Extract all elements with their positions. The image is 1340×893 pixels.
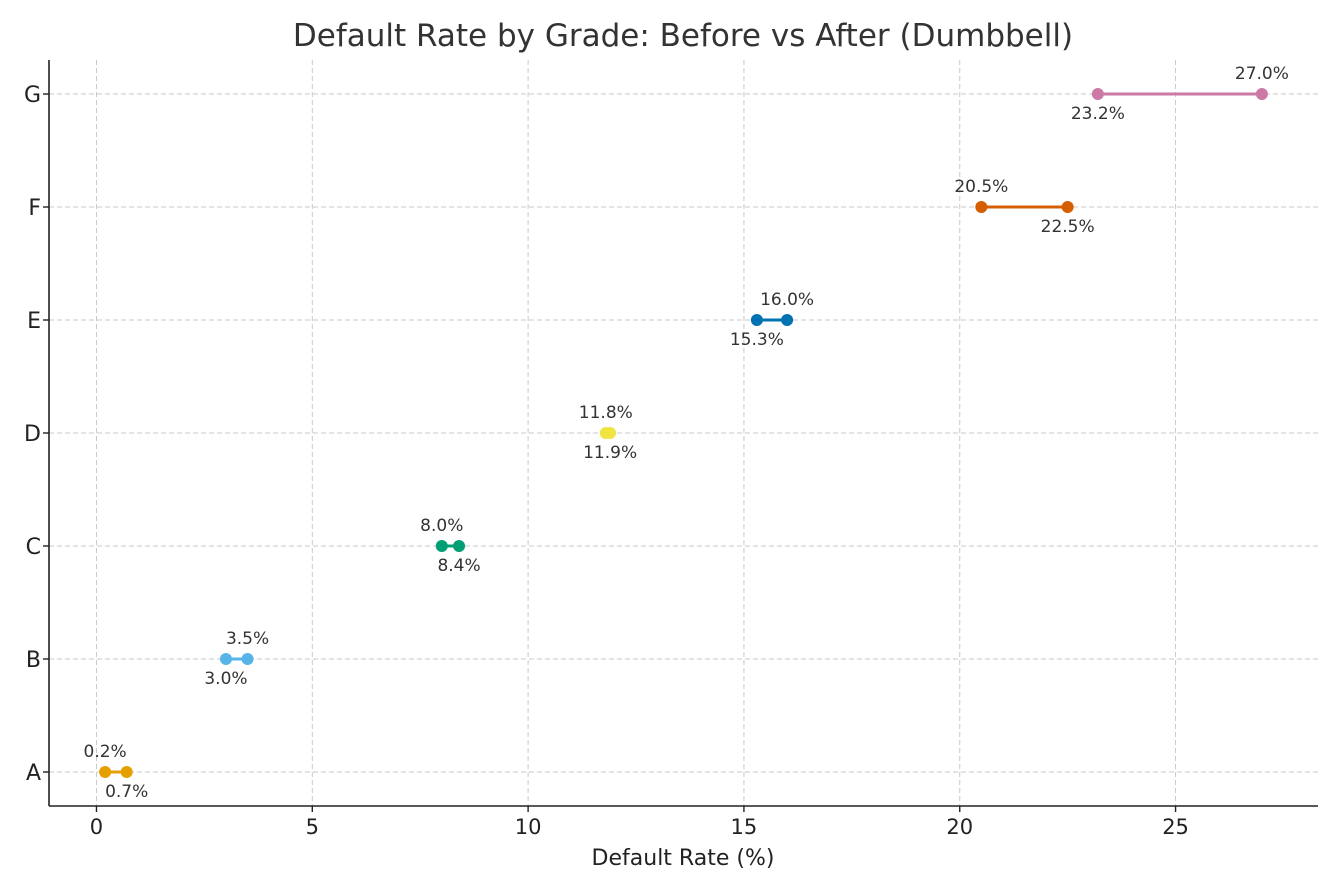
- after-point: [453, 540, 466, 552]
- x-tick-label: 25: [1162, 815, 1189, 839]
- before-point: [435, 540, 448, 552]
- after-point: [241, 653, 254, 665]
- y-tick-label: A: [26, 761, 41, 786]
- after-point: [120, 766, 133, 778]
- before-point: [750, 314, 763, 326]
- data-label-below: 0.7%: [105, 782, 148, 802]
- data-labels: 0.2% 0.7% 3.5% 3.0% 8.0% 8.4% 11.8% 11.9% 16.0% 1…: [84, 64, 1289, 802]
- data-label-below: 3.0%: [204, 669, 247, 689]
- data-label-above: 11.8%: [579, 403, 633, 423]
- before-point: [975, 201, 988, 213]
- y-tick-label: C: [26, 535, 41, 560]
- data-label-above: 8.0%: [420, 516, 463, 536]
- y-tick-label: G: [24, 83, 41, 108]
- after-point: [604, 427, 617, 439]
- data-label-above: 3.5%: [226, 629, 269, 649]
- data-label-above: 20.5%: [954, 177, 1008, 197]
- after-point: [1061, 201, 1074, 213]
- after-point: [1255, 88, 1268, 100]
- chart-title: Default Rate by Grade: Before vs After (…: [293, 18, 1073, 54]
- data-label-below: 11.9%: [583, 443, 637, 463]
- before-point: [219, 653, 232, 665]
- before-point: [1091, 88, 1104, 100]
- before-point: [99, 766, 112, 778]
- data-label-below: 15.3%: [730, 330, 784, 350]
- y-tick-label: F: [28, 196, 41, 221]
- y-tick-label: D: [24, 422, 41, 447]
- data-label-below: 23.2%: [1071, 104, 1125, 124]
- data-label-below: 8.4%: [437, 556, 480, 576]
- dumbbell-marks: [99, 88, 1268, 778]
- x-tick-label: 5: [306, 815, 319, 839]
- grid: [49, 60, 1318, 806]
- x-tick-label: 0: [90, 815, 103, 839]
- x-tick-label: 20: [946, 815, 973, 839]
- x-axis-label: Default Rate (%): [592, 846, 775, 871]
- data-label-below: 22.5%: [1041, 217, 1095, 237]
- x-tick-label: 15: [731, 815, 758, 839]
- y-tick-label: E: [27, 309, 41, 334]
- axes: 0 5 10 15 20 25 A B C D E F G: [24, 60, 1318, 839]
- data-label-above: 27.0%: [1235, 64, 1289, 84]
- x-tick-label: 10: [515, 815, 542, 839]
- data-label-above: 0.2%: [84, 742, 127, 762]
- after-point: [781, 314, 794, 326]
- y-tick-label: B: [26, 648, 41, 673]
- data-label-above: 16.0%: [760, 290, 814, 310]
